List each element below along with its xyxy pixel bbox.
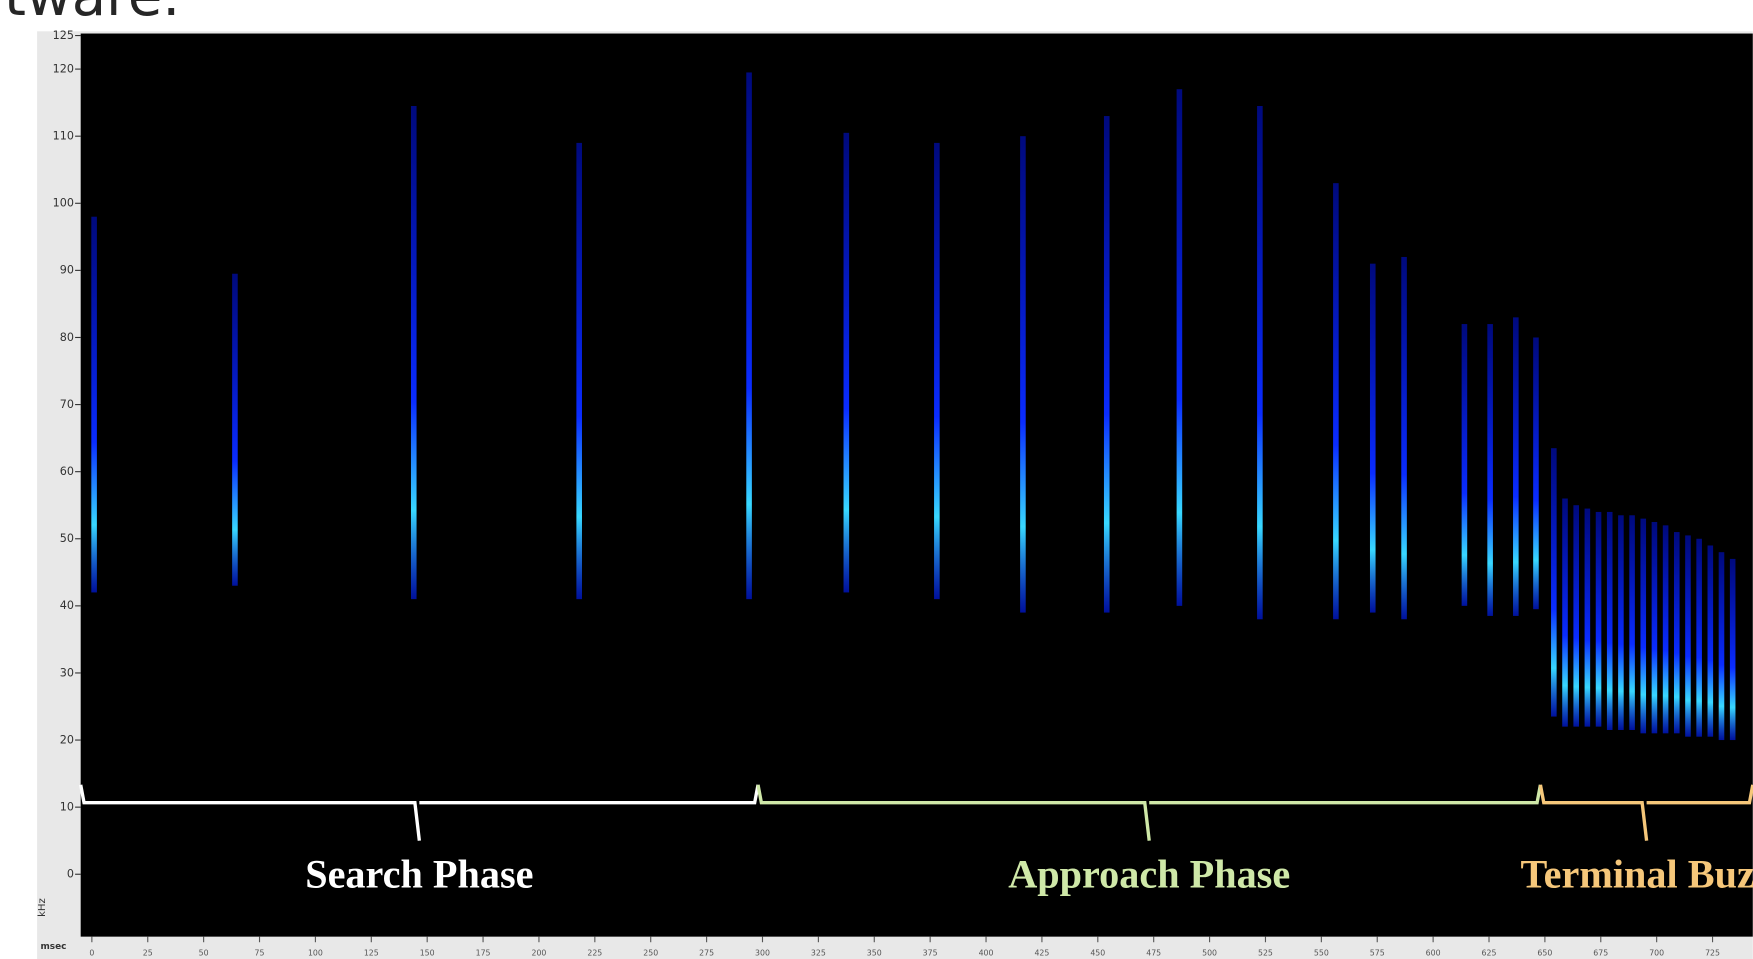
x-tick-label: 50 (199, 949, 209, 958)
plot-area (80, 33, 1753, 937)
y-tick-label: 10 (60, 801, 74, 814)
call (1333, 183, 1339, 620)
call (410, 105, 417, 600)
y-tick-label: 50 (60, 532, 74, 545)
call (1729, 558, 1736, 741)
x-tick-label: 175 (476, 949, 491, 958)
call (1573, 505, 1579, 727)
call (1685, 535, 1691, 737)
x-tick-label: 450 (1090, 949, 1105, 958)
call (1673, 532, 1680, 734)
call (1487, 324, 1493, 616)
y-tick-label: 110 (53, 130, 74, 143)
x-tick-label: 600 (1426, 949, 1441, 958)
call (1176, 89, 1183, 606)
call (934, 142, 940, 600)
x-tick-label: 225 (587, 949, 602, 958)
call (1020, 136, 1026, 613)
x-tick-label: 700 (1649, 949, 1664, 958)
call (843, 132, 850, 593)
call (1513, 317, 1519, 616)
call (1640, 518, 1647, 734)
x-tick-label: 575 (1370, 949, 1385, 958)
call (1401, 256, 1407, 620)
x-tick-label: 525 (1258, 949, 1273, 958)
call (1103, 116, 1110, 613)
call (1369, 263, 1376, 613)
x-tick-label: 625 (1482, 949, 1497, 958)
y-tick-label: 80 (60, 331, 74, 344)
y-tick-label: 125 (53, 29, 74, 42)
y-tick-label: 40 (60, 599, 74, 612)
y-tick-label: 20 (60, 733, 74, 746)
phase-label: Search Phase (305, 852, 533, 897)
x-tick-label: 100 (308, 949, 323, 958)
x-tick-label: 375 (923, 949, 938, 958)
call (1533, 337, 1539, 610)
x-tick-label: 325 (811, 949, 826, 958)
y-tick-label: 120 (53, 62, 74, 75)
y-tick-label: 60 (60, 465, 74, 478)
call (1606, 511, 1613, 730)
x-tick-label: 475 (1146, 949, 1161, 958)
x-tick-label: 150 (420, 949, 435, 958)
x-tick-label: 425 (1034, 949, 1049, 958)
x-tick-label: 675 (1593, 949, 1608, 958)
call (1629, 515, 1635, 730)
call (576, 142, 582, 600)
x-tick-label: 300 (755, 949, 770, 958)
call (1461, 324, 1468, 606)
x-tick-label: 550 (1314, 949, 1329, 958)
x-tick-label: 500 (1202, 949, 1217, 958)
call (1257, 105, 1263, 620)
x-tick-label: 200 (531, 949, 546, 958)
x-axis-label: msec (40, 942, 66, 952)
y-tick-label: 70 (60, 398, 74, 411)
call (746, 72, 752, 600)
phase-bracket (756, 784, 1543, 841)
y-tick-label: 90 (60, 264, 74, 277)
x-tick-label: 650 (1537, 949, 1552, 958)
call (1562, 498, 1568, 727)
x-tick-label: 275 (699, 949, 714, 958)
call (1696, 538, 1702, 737)
call (232, 273, 238, 586)
y-tick-label: 30 (60, 666, 74, 679)
call (1595, 511, 1602, 727)
x-tick-label: 75 (255, 949, 265, 958)
x-tick-label: 25 (143, 949, 153, 958)
call (1551, 448, 1557, 717)
call (1618, 515, 1624, 730)
call (1707, 545, 1714, 737)
x-tick-label: 350 (867, 949, 882, 958)
phase-bracket (79, 784, 760, 841)
call (1662, 525, 1669, 734)
call (91, 216, 97, 593)
phase-label: Approach Phase (1008, 852, 1290, 897)
call (1718, 552, 1725, 741)
phase-bracket (1538, 784, 1753, 841)
x-tick-label: 725 (1705, 949, 1720, 958)
call (1584, 508, 1591, 727)
x-tick-label: 250 (643, 949, 658, 958)
x-tick-label: 0 (89, 949, 94, 958)
y-tick-label: 100 (53, 197, 74, 210)
y-axis-label: kHz (37, 898, 48, 917)
slide-text: tware. (4, 0, 180, 29)
phase-label: Terminal Buzz (1521, 852, 1753, 897)
y-tick-label: 0 (67, 868, 74, 881)
x-tick-label: 400 (979, 949, 994, 958)
x-tick-label: 125 (364, 949, 379, 958)
call (1651, 521, 1658, 734)
